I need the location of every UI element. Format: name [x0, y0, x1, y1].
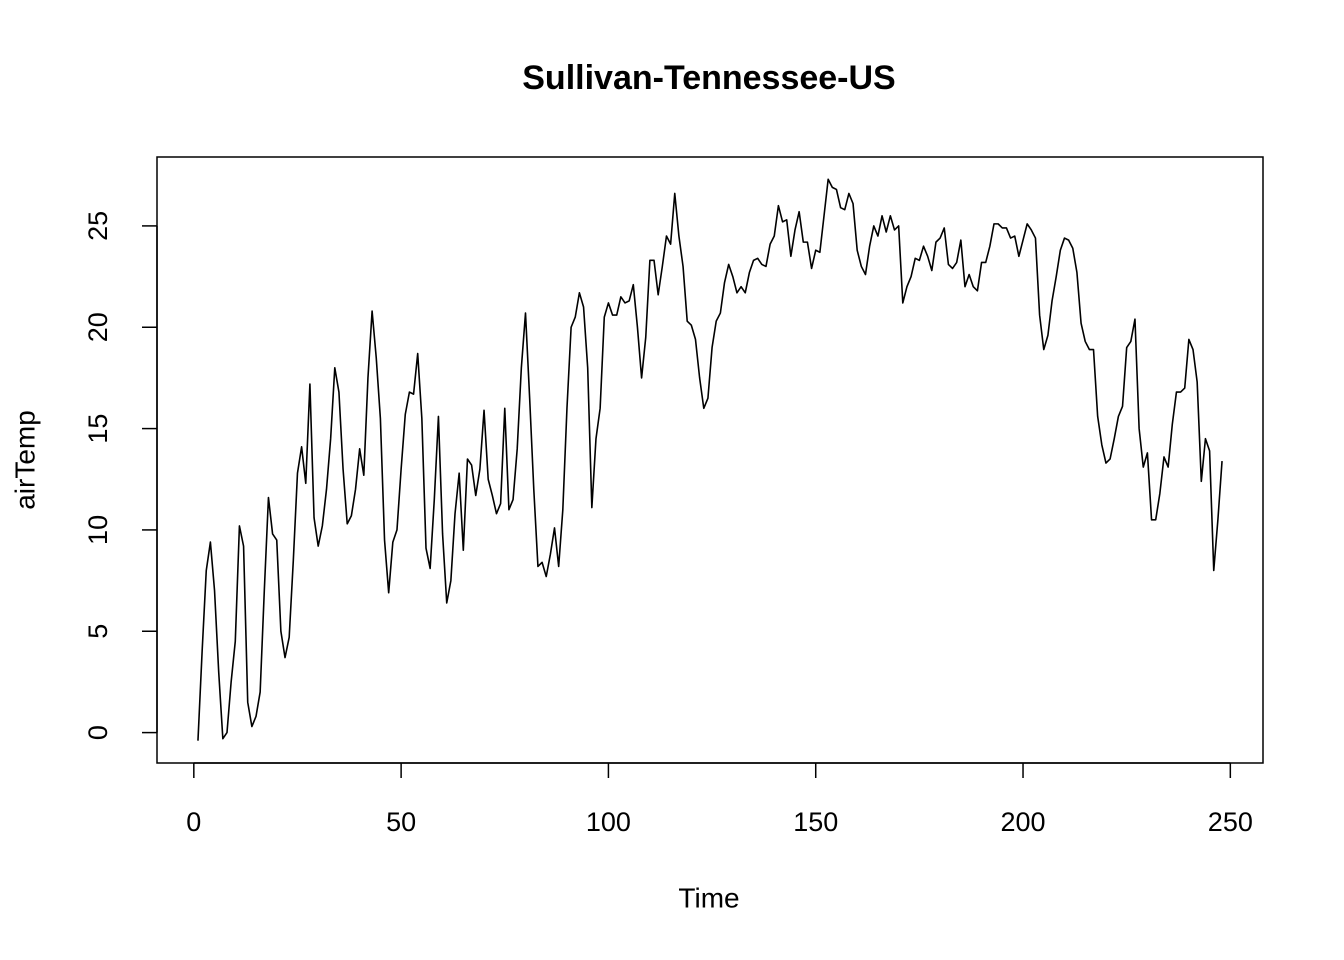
y-tick-label: 25	[83, 211, 113, 241]
y-tick-label: 5	[83, 624, 113, 639]
y-tick-label: 20	[83, 312, 113, 342]
y-tick-label: 0	[83, 725, 113, 740]
x-tick-label: 100	[586, 807, 631, 837]
x-tick-label: 0	[186, 807, 201, 837]
y-axis-label: airTemp	[9, 410, 40, 510]
y-tick-label: 15	[83, 414, 113, 444]
x-tick-label: 150	[793, 807, 838, 837]
x-tick-label: 250	[1208, 807, 1253, 837]
y-tick-label: 10	[83, 515, 113, 545]
chart-title: Sullivan-Tennessee-US	[522, 59, 896, 97]
data-line	[197, 178, 1223, 741]
x-axis-label: Time	[678, 882, 739, 913]
x-tick-label: 50	[386, 807, 416, 837]
x-tick-label: 200	[1000, 807, 1045, 837]
